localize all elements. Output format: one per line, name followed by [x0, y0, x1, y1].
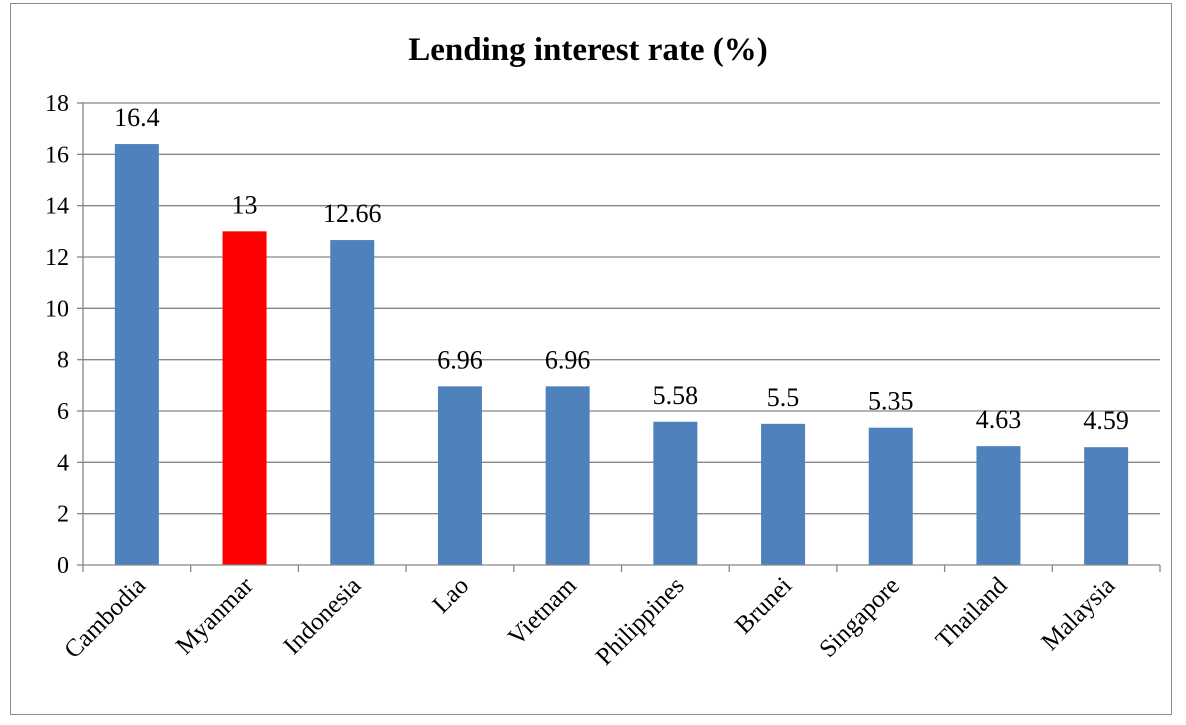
data-label: 4.59 — [1083, 406, 1129, 435]
data-label: 6.96 — [545, 345, 591, 374]
y-tick-label: 14 — [45, 194, 69, 220]
bar-cambodia — [114, 144, 159, 566]
x-category-label: Thailand — [931, 572, 1013, 654]
x-axis-categories: Cambodia Myanmar Indonesia Lao Vietnam Philip… — [59, 572, 1120, 671]
data-label: 16.4 — [114, 103, 160, 132]
x-category-label: Philippines — [591, 572, 690, 671]
x-category-label: Myanmar — [171, 572, 259, 660]
axes — [82, 103, 1161, 572]
chart-title: Lending interest rate (%) — [408, 32, 768, 68]
y-tick-label: 16 — [45, 142, 69, 168]
y-axis-ticks: 0 2 4 6 8 10 12 14 16 18 — [45, 91, 83, 579]
y-tick-label: 2 — [57, 502, 69, 528]
data-label: 6.96 — [437, 345, 483, 374]
bar-thailand — [976, 446, 1021, 565]
data-label: 4.63 — [976, 405, 1022, 434]
x-category-label: Vietnam — [503, 572, 582, 651]
data-label: 12.66 — [323, 199, 382, 228]
y-tick-label: 10 — [45, 296, 69, 322]
bar-myanmar — [222, 231, 267, 566]
x-category-label: Cambodia — [59, 572, 151, 664]
y-tick-label: 12 — [45, 245, 69, 271]
bar-philippines — [653, 421, 698, 565]
bars — [114, 144, 1129, 566]
y-tick-label: 0 — [57, 553, 69, 579]
bar-indonesia — [330, 240, 375, 565]
data-label: 5.35 — [868, 387, 914, 416]
data-labels: 16.4 13 12.66 6.96 6.96 5.58 5.5 5.35 4.63 4.59 — [114, 103, 1129, 435]
x-category-label: Lao — [428, 572, 475, 619]
y-tick-label: 4 — [57, 450, 69, 476]
bar-lao — [437, 386, 482, 565]
data-label: 5.5 — [767, 383, 800, 412]
x-category-label: Malaysia — [1037, 572, 1121, 656]
y-tick-label: 8 — [57, 348, 69, 374]
bar-vietnam — [545, 386, 590, 565]
bar-brunei — [761, 423, 806, 565]
y-tick-label: 6 — [57, 399, 69, 425]
bar-singapore — [868, 427, 913, 565]
data-label: 13 — [232, 190, 258, 219]
x-category-label: Singapore — [814, 572, 905, 663]
x-category-label: Brunei — [730, 572, 797, 639]
y-tick-label: 18 — [45, 91, 69, 117]
bar-malaysia — [1084, 447, 1129, 565]
chart-frame — [10, 3, 1172, 715]
data-label: 5.58 — [653, 381, 699, 410]
x-category-label: Indonesia — [279, 572, 367, 660]
